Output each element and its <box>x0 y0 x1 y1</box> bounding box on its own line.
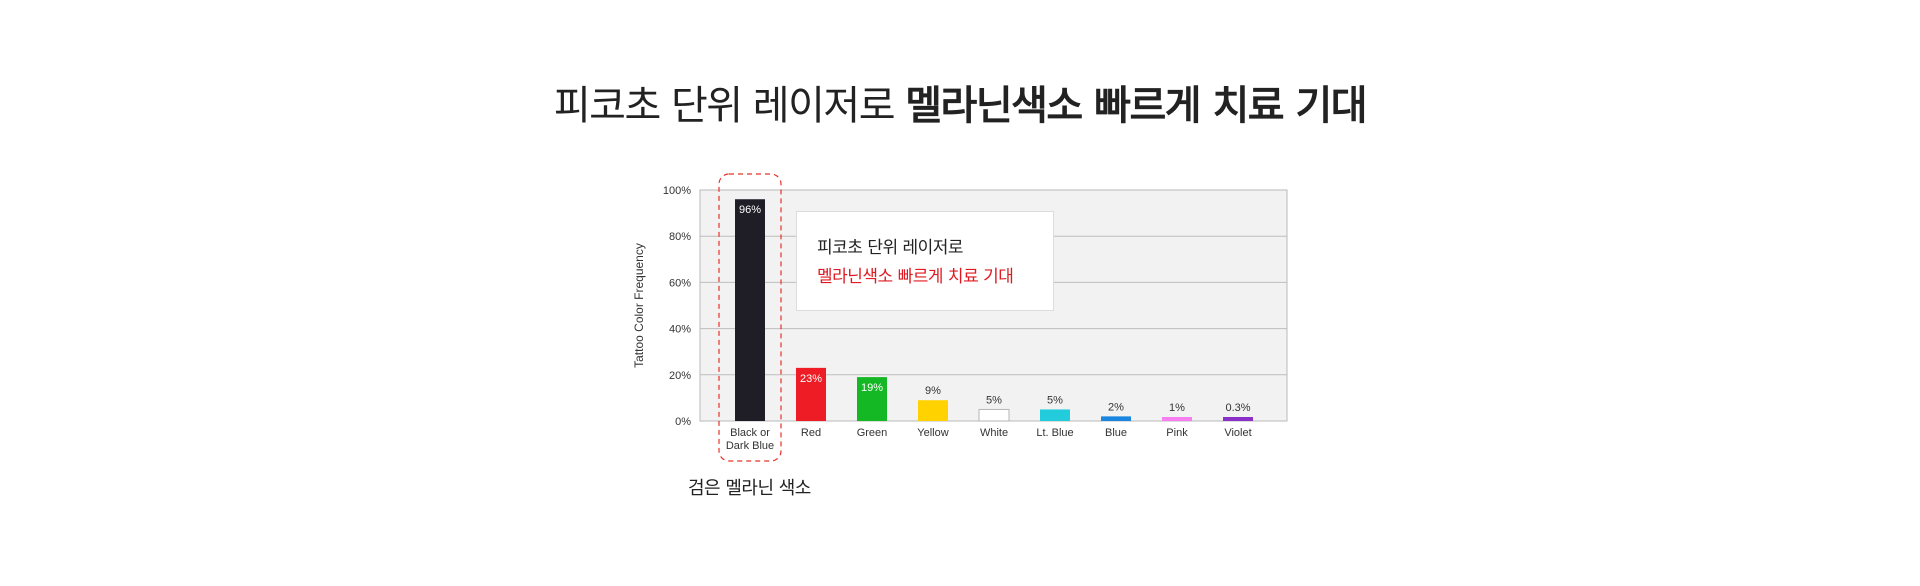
x-tick-label: Blue <box>1105 427 1127 439</box>
data-label: 19% <box>861 382 883 394</box>
bar <box>1223 417 1253 421</box>
callout-line-2: 멜라닌색소 빠르게 치료 기대 <box>817 267 1014 287</box>
x-tick-label: Lt. Blue <box>1036 427 1073 439</box>
y-tick-label: 100% <box>663 185 691 197</box>
page-title: 피코초 단위 레이저로 멜라닌색소 빠르게 치료 기대 <box>0 80 1920 132</box>
bar <box>918 400 948 421</box>
x-tick-label: Green <box>857 427 888 439</box>
callout-line-1: 피코초 단위 레이저로 <box>817 238 964 258</box>
bar <box>857 377 887 421</box>
y-axis-label: Tattoo Color Frequency <box>632 243 646 368</box>
bar <box>796 367 826 421</box>
data-label: 5% <box>986 394 1002 406</box>
data-label: 0.3% <box>1225 402 1250 414</box>
x-tick-label: White <box>980 427 1008 439</box>
data-label: 96% <box>739 204 761 216</box>
x-tick-label: Violet <box>1224 427 1251 439</box>
x-tick-label: Black or <box>730 427 770 439</box>
data-label: 2% <box>1108 401 1124 413</box>
x-tick-label: Pink <box>1166 427 1188 439</box>
callout-box: 피코초 단위 레이저로 멜라닌색소 빠르게 치료 기대 <box>796 211 1054 311</box>
data-label: 5% <box>1047 394 1063 406</box>
bar <box>735 199 765 421</box>
bar <box>1101 416 1131 421</box>
y-tick-label: 20% <box>669 370 691 382</box>
data-label: 23% <box>800 373 822 385</box>
bar <box>1040 409 1070 421</box>
title-normal: 피코초 단위 레이저로 <box>553 83 906 129</box>
x-tick-label: Red <box>801 427 821 439</box>
bar <box>1162 417 1192 421</box>
y-tick-label: 0% <box>675 416 691 428</box>
highlight-dashed-box <box>718 173 782 462</box>
y-tick-label: 80% <box>669 231 691 243</box>
title-bold: 멜라닌색소 빠르게 치료 기대 <box>905 83 1367 129</box>
bar <box>978 408 1010 422</box>
data-label: 9% <box>925 385 941 397</box>
y-tick-label: 40% <box>669 324 691 336</box>
highlight-caption: 검은 멜라닌 색소 <box>688 478 811 499</box>
x-tick-label: Dark Blue <box>726 440 774 452</box>
y-tick-label: 60% <box>669 277 691 289</box>
data-label: 1% <box>1169 402 1185 414</box>
x-tick-label: Yellow <box>917 427 948 439</box>
